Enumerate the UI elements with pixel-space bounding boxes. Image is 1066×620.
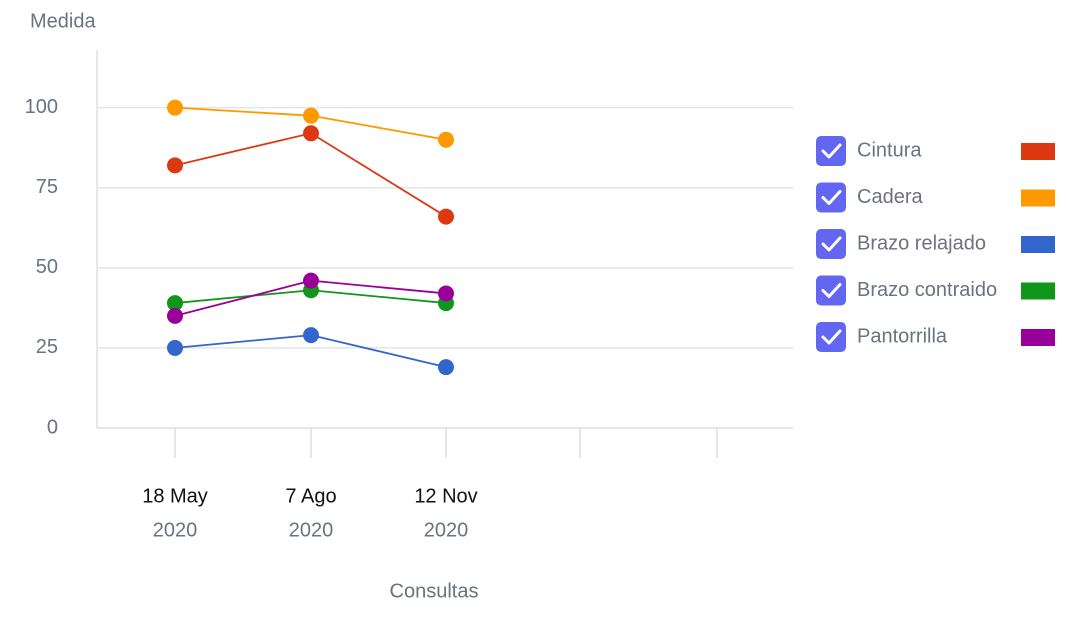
x-tick-year: 2020 xyxy=(424,519,469,541)
legend-swatch xyxy=(1021,329,1055,346)
data-point xyxy=(303,272,319,289)
y-axis-title: Medida xyxy=(30,10,96,32)
legend-checkbox[interactable] xyxy=(816,136,846,166)
legend-label[interactable]: Brazo contraido xyxy=(857,279,997,301)
legend-swatch xyxy=(1021,236,1055,253)
data-point xyxy=(167,339,183,356)
legend-label[interactable]: Brazo relajado xyxy=(857,232,986,254)
legend-swatch xyxy=(1021,282,1055,300)
x-tick-year: 2020 xyxy=(289,519,334,541)
y-tick-label: 100 xyxy=(25,96,58,118)
data-point xyxy=(438,208,454,225)
x-tick-label: 12 Nov xyxy=(414,485,477,507)
data-point xyxy=(303,125,319,142)
y-tick-label: 25 xyxy=(36,336,58,358)
data-point xyxy=(438,359,454,376)
legend-label[interactable]: Pantorrilla xyxy=(857,325,948,347)
x-tick-label: 18 May xyxy=(142,485,208,507)
legend-label[interactable]: Cadera xyxy=(857,186,923,208)
data-point xyxy=(167,157,183,174)
checkmark xyxy=(821,283,842,298)
data-point xyxy=(167,99,183,116)
x-axis-title: Consultas xyxy=(390,580,479,602)
checkmark xyxy=(821,143,842,159)
data-point xyxy=(167,307,183,324)
data-point xyxy=(438,131,454,148)
data-point xyxy=(438,285,454,302)
legend-swatch xyxy=(1021,189,1055,207)
data-point xyxy=(303,107,319,124)
y-tick-label: 0 xyxy=(47,416,58,438)
y-tick-label: 50 xyxy=(36,256,58,278)
legend-swatch xyxy=(1021,143,1055,160)
y-tick-label: 75 xyxy=(36,176,58,198)
x-tick-label: 7 Ago xyxy=(285,485,336,507)
legend-label[interactable]: Cintura xyxy=(857,139,922,161)
checkmark xyxy=(821,236,842,252)
series-line xyxy=(174,132,447,218)
legend-checkbox[interactable] xyxy=(816,182,846,213)
data-point xyxy=(303,327,319,344)
checkmark xyxy=(821,190,842,205)
legend-checkbox[interactable] xyxy=(816,229,846,259)
data-point xyxy=(167,295,183,312)
legend-checkbox[interactable] xyxy=(816,322,846,352)
checkmark xyxy=(821,329,842,345)
x-tick-year: 2020 xyxy=(153,519,198,541)
legend-checkbox[interactable] xyxy=(816,275,846,306)
